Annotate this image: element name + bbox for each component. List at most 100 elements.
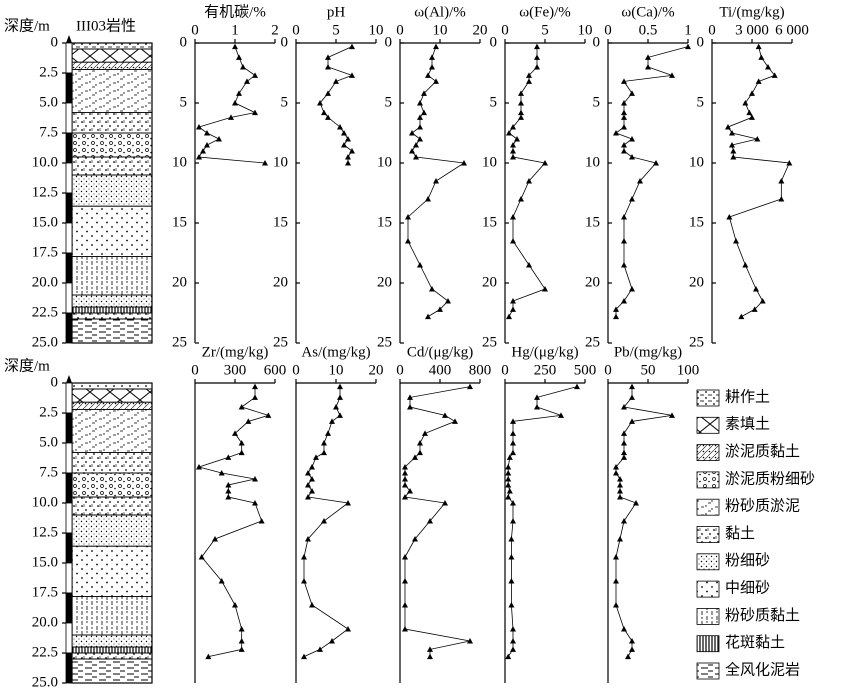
data-point (309, 476, 315, 482)
lithology-layer (71, 496, 153, 516)
data-point (417, 262, 423, 268)
lithology-layer (71, 401, 153, 410)
data-point (417, 100, 423, 106)
lithology-layer (71, 42, 153, 50)
profile-line (508, 46, 546, 317)
data-point (204, 142, 210, 148)
data-point (425, 196, 431, 202)
data-point (621, 214, 627, 220)
data-point (337, 412, 343, 418)
panel-y-tick-label: 25 (172, 334, 187, 350)
data-point (333, 404, 339, 410)
data-point (252, 109, 258, 116)
profile-line (197, 386, 270, 657)
data-point (510, 449, 516, 456)
scale-block (65, 622, 73, 654)
data-point (510, 306, 516, 312)
data-point (621, 430, 627, 436)
x-tick-label: 50 (641, 362, 656, 378)
legend-swatch (696, 444, 720, 462)
legend-swatch (696, 608, 720, 625)
scale-block (65, 312, 73, 344)
data-point (309, 488, 315, 494)
y-tick-label: 25.0 (32, 334, 58, 350)
data-point (422, 430, 428, 436)
data-point (755, 43, 762, 50)
profile-line (303, 386, 350, 657)
x-tick-label: 0 (604, 362, 612, 378)
legend-label: 耕作土 (725, 387, 770, 405)
data-point (542, 160, 548, 166)
panel-y-tick-label: 25 (585, 334, 600, 350)
y-tick-label: 17.5 (32, 244, 58, 260)
data-point (467, 638, 473, 644)
data-point (218, 470, 225, 476)
legend-swatch (696, 580, 720, 598)
data-point (510, 124, 516, 130)
data-point (506, 130, 512, 136)
data-point (518, 109, 524, 116)
data-point (613, 464, 619, 470)
y-tick-label: 5.0 (39, 94, 58, 110)
x-tick-label: 20 (369, 362, 384, 378)
panel-y-tick-label: 0 (385, 34, 393, 50)
panel-y-tick-label: 5 (490, 94, 498, 110)
data-point (228, 114, 234, 120)
data-point (402, 482, 408, 488)
x-tick-label: 100 (677, 362, 700, 378)
x-tick-label: 0.5 (639, 22, 658, 38)
data-point (510, 440, 516, 446)
data-point (786, 160, 793, 166)
data-point (333, 78, 339, 84)
data-point (238, 646, 245, 652)
data-point (518, 100, 524, 106)
data-point (742, 262, 749, 268)
lithology-layer (71, 634, 153, 648)
data-point (613, 602, 619, 608)
legend-swatch (696, 471, 720, 489)
data-point (265, 412, 272, 418)
data-point (433, 43, 439, 50)
data-point (508, 602, 515, 608)
data-point (467, 383, 473, 390)
data-point (405, 214, 411, 220)
data-point (301, 554, 307, 560)
scale-block (65, 162, 73, 194)
panel-title: Ti/(mg/kg) (719, 4, 784, 20)
data-point (301, 653, 307, 660)
y-tick-label: 10.0 (32, 154, 58, 170)
data-point (621, 298, 627, 304)
data-point (754, 136, 761, 142)
y-tick-label: 20.0 (32, 274, 58, 290)
data-point (510, 238, 516, 244)
data-point (317, 100, 323, 106)
data-point (645, 64, 651, 70)
data-point (238, 626, 245, 632)
data-point (613, 313, 619, 320)
data-point (510, 638, 516, 644)
data-point (313, 454, 319, 460)
data-point (325, 54, 331, 60)
x-tick-label: 0 (396, 22, 404, 38)
data-point (204, 130, 210, 136)
data-point (629, 196, 635, 202)
data-point (402, 464, 408, 470)
data-point (345, 626, 351, 632)
y-tick-label: 17.5 (32, 584, 58, 600)
data-point (629, 638, 635, 644)
data-point (232, 43, 238, 50)
data-point (505, 476, 512, 482)
data-point (407, 488, 413, 494)
data-point (240, 64, 246, 70)
y-axis-title: 深度/m (4, 357, 50, 374)
data-point (349, 43, 355, 50)
data-point (196, 124, 202, 130)
data-point (629, 136, 635, 142)
data-point (621, 124, 627, 130)
x-tick-label: 2 (271, 22, 279, 38)
data-point (407, 394, 413, 400)
data-point (730, 148, 737, 154)
data-point (452, 418, 458, 424)
data-point (345, 154, 351, 160)
